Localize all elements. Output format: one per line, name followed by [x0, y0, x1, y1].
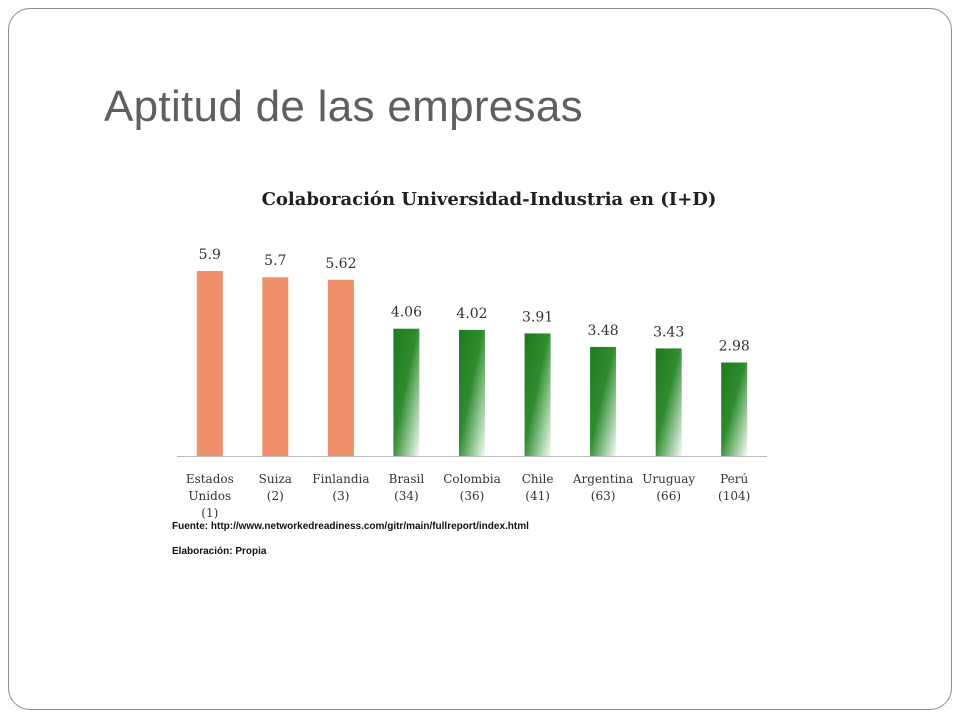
data-label: 4.02: [456, 306, 487, 322]
category-label: (104): [718, 489, 750, 503]
data-label: 5.7: [264, 253, 286, 269]
category-label: Finlandia: [312, 472, 369, 486]
category-label: (36): [460, 489, 485, 503]
category-label: Colombia: [443, 472, 501, 486]
bar: [262, 277, 289, 456]
category-label: Argentina: [572, 472, 633, 486]
data-label: 3.48: [588, 323, 619, 339]
bar: [196, 271, 223, 456]
category-label: (63): [591, 489, 616, 503]
category-label: Unidos: [188, 489, 231, 503]
bar: [655, 348, 682, 456]
data-label: 3.91: [522, 309, 553, 325]
author-note: Elaboración: Propia: [172, 546, 267, 557]
category-label: Suiza: [259, 472, 292, 486]
data-label: 3.43: [653, 324, 684, 340]
bar: [524, 333, 551, 456]
bar: [590, 346, 617, 456]
data-label: 5.62: [325, 256, 356, 272]
slide-title: Aptitud de las empresas: [104, 82, 583, 131]
category-label: (34): [394, 489, 419, 503]
bar: [393, 328, 420, 456]
category-label: Uruguay: [642, 472, 695, 486]
chart-title: Colaboración Universidad-Industria en (I…: [261, 189, 717, 210]
category-label: Perú: [720, 472, 748, 486]
category-label: (66): [656, 489, 681, 503]
data-label: 4.06: [391, 305, 422, 321]
category-label: (1): [201, 506, 218, 520]
category-label: (2): [267, 489, 284, 503]
bar: [721, 362, 748, 456]
category-label: (41): [525, 489, 550, 503]
category-label: Estados: [186, 472, 234, 486]
bar: [327, 279, 354, 456]
source-note: Fuente: http://www.networkedreadiness.co…: [172, 521, 529, 532]
category-label: (3): [332, 489, 349, 503]
category-label: Chile: [522, 472, 554, 486]
bar: [459, 329, 485, 456]
data-label: 5.9: [199, 247, 221, 263]
category-label: Brasil: [389, 472, 425, 486]
data-label: 2.98: [719, 339, 750, 355]
